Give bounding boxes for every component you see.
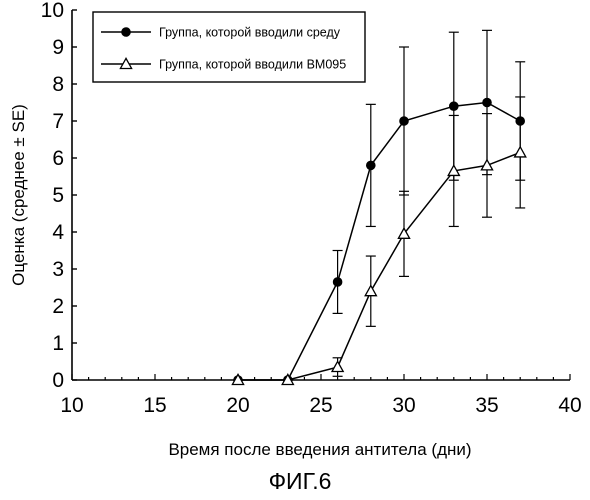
- y-tick-label-5: 5: [52, 184, 64, 207]
- x-tick-label-5: 35: [475, 394, 498, 417]
- data-point-1-3: [365, 286, 376, 296]
- y-tick-label-9: 9: [52, 36, 64, 59]
- data-point-0-4: [400, 117, 409, 126]
- x-tick-label-0: 10: [60, 394, 83, 417]
- data-point-1-6: [481, 160, 492, 170]
- x-tick-label-6: 40: [558, 394, 581, 417]
- legend-marker-0: [122, 28, 131, 37]
- legend-entry-1: Группа, которой вводили BM095: [159, 58, 346, 72]
- y-tick-label-0: 0: [52, 369, 64, 392]
- y-tick-label-1: 1: [52, 332, 64, 355]
- data-point-0-3: [367, 161, 376, 170]
- series-line-0: [238, 103, 520, 381]
- x-tick-label-3: 25: [309, 394, 332, 417]
- x-tick-label-1: 15: [143, 394, 166, 417]
- data-point-0-6: [483, 98, 492, 107]
- figure-caption: ФИГ.6: [269, 468, 332, 494]
- legend-box: [93, 12, 365, 82]
- y-tick-label-4: 4: [52, 221, 64, 244]
- x-tick-label-4: 30: [392, 394, 415, 417]
- series-line-1: [238, 153, 520, 381]
- data-point-1-7: [515, 147, 526, 157]
- data-point-0-5: [450, 102, 459, 111]
- y-tick-label-10: 10: [41, 0, 64, 22]
- y-tick-label-2: 2: [52, 295, 64, 318]
- data-point-0-2: [333, 278, 342, 287]
- legend: Группа, которой вводили среду Группа, кот…: [93, 12, 365, 82]
- series-0: [234, 30, 526, 384]
- y-tick-label-3: 3: [52, 258, 64, 281]
- y-tick-label-6: 6: [52, 147, 64, 170]
- x-tick-label-2: 20: [226, 394, 249, 417]
- x-axis-label: Время после введения антитела (дни): [168, 440, 471, 459]
- y-tick-label-8: 8: [52, 73, 64, 96]
- y-tick-label-7: 7: [52, 110, 64, 133]
- legend-entry-0: Группа, которой вводили среду: [159, 26, 341, 40]
- data-point-1-2: [332, 361, 343, 371]
- series-1: [232, 97, 525, 385]
- y-axis-label: Оценка (среднее ± SE): [9, 104, 28, 286]
